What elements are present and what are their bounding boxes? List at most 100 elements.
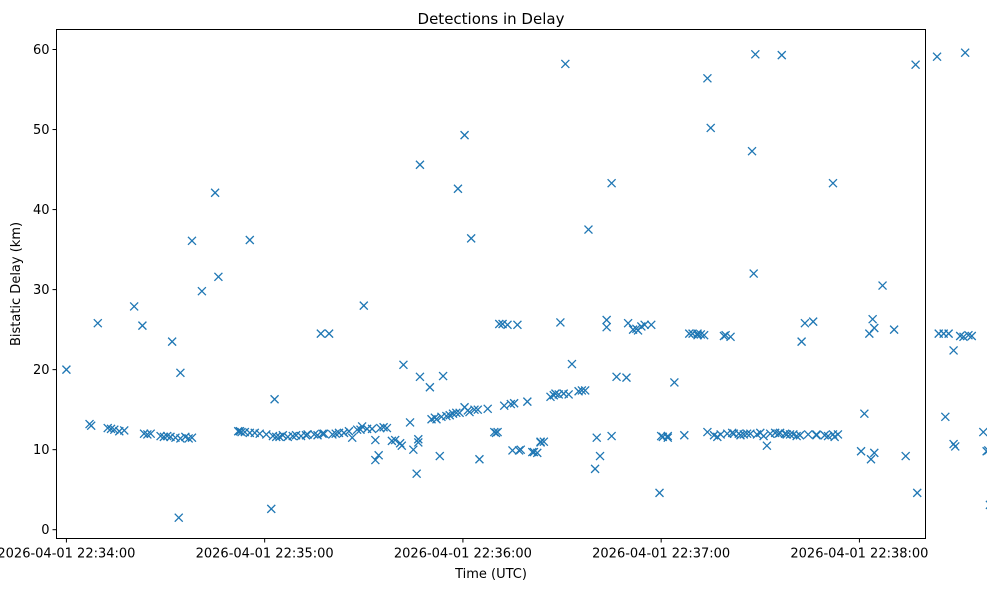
data-point <box>699 330 709 340</box>
data-point <box>271 432 281 442</box>
data-point <box>742 429 752 439</box>
data-point <box>702 73 712 83</box>
data-point <box>866 454 876 464</box>
data-point <box>359 301 369 311</box>
y-tick-label: 0 <box>41 523 49 538</box>
x-axis-title: Time (UTC) <box>454 567 527 582</box>
y-tick-label: 60 <box>33 43 50 58</box>
data-point <box>529 447 539 457</box>
data-point <box>911 60 921 70</box>
data-point <box>494 319 504 329</box>
data-point <box>106 424 116 434</box>
data-point <box>390 435 400 445</box>
data-point <box>405 417 415 427</box>
data-point <box>438 371 448 381</box>
data-point <box>960 48 970 58</box>
data-point <box>413 434 423 444</box>
data-point <box>470 405 479 415</box>
data-point <box>278 430 288 440</box>
data-point <box>266 504 276 514</box>
data-point <box>303 429 313 439</box>
data-point <box>750 49 760 59</box>
data-point <box>955 331 965 341</box>
data-point <box>374 450 384 460</box>
data-point <box>663 431 673 441</box>
y-tick-label: 20 <box>33 363 50 378</box>
data-point <box>103 423 113 433</box>
data-point <box>327 429 337 439</box>
data-point <box>592 433 602 443</box>
data-point <box>415 160 425 170</box>
data-point <box>432 414 441 424</box>
data-point <box>508 446 517 455</box>
data-point <box>602 322 612 332</box>
data-point <box>622 373 631 383</box>
data-point <box>313 430 322 440</box>
data-point <box>721 330 731 340</box>
data-point <box>949 345 959 355</box>
data-point <box>963 330 973 340</box>
data-point <box>747 146 757 156</box>
data-point <box>184 434 194 443</box>
data-point <box>792 431 802 441</box>
data-point <box>375 423 385 433</box>
data-point <box>868 314 878 324</box>
data-point <box>213 272 223 282</box>
data-point <box>812 430 821 440</box>
data-point <box>387 436 397 446</box>
data-point <box>878 281 888 291</box>
data-point <box>175 368 185 378</box>
data-point <box>706 123 716 133</box>
data-point <box>539 437 549 447</box>
data-point <box>187 236 197 246</box>
data-point <box>339 428 349 438</box>
data-point <box>483 404 493 414</box>
plot-area <box>56 29 987 539</box>
data-point <box>137 321 147 331</box>
data-point <box>828 178 838 188</box>
data-point <box>595 451 605 461</box>
data-point <box>950 442 960 451</box>
data-point <box>856 446 866 456</box>
data-point <box>693 329 702 339</box>
data-point <box>142 429 152 439</box>
data-point <box>509 398 519 408</box>
data-point <box>584 225 593 235</box>
data-point <box>367 424 377 434</box>
data-point <box>512 320 522 330</box>
data-point <box>785 429 795 439</box>
data-point <box>607 178 617 188</box>
data-point <box>93 318 103 328</box>
data-point <box>679 430 689 440</box>
data-point <box>684 329 694 339</box>
data-point <box>261 429 271 439</box>
data-point <box>119 425 129 435</box>
data-point <box>655 488 664 498</box>
data-point <box>782 429 792 439</box>
data-point <box>959 332 968 342</box>
data-point <box>167 337 177 347</box>
data-point <box>109 425 119 435</box>
data-point <box>415 372 425 382</box>
data-point <box>567 359 577 369</box>
data-point <box>503 320 512 330</box>
data-point <box>889 325 899 335</box>
data-point <box>288 431 298 441</box>
data-point <box>319 429 329 439</box>
data-point <box>370 435 380 445</box>
data-point <box>777 50 787 60</box>
data-point <box>61 365 71 375</box>
x-tick-label: 2026-04-01 22:38:00 <box>790 547 928 562</box>
data-point <box>324 329 334 339</box>
data-point <box>357 421 367 431</box>
data-point <box>800 318 810 328</box>
y-tick-label: 50 <box>33 123 50 138</box>
y-tick-label: 30 <box>33 283 50 298</box>
data-point <box>607 431 617 441</box>
data-point <box>318 429 327 439</box>
data-point <box>516 445 526 455</box>
data-point <box>413 438 423 447</box>
data-point <box>425 382 435 392</box>
data-markers <box>61 48 987 523</box>
data-point <box>536 438 546 447</box>
